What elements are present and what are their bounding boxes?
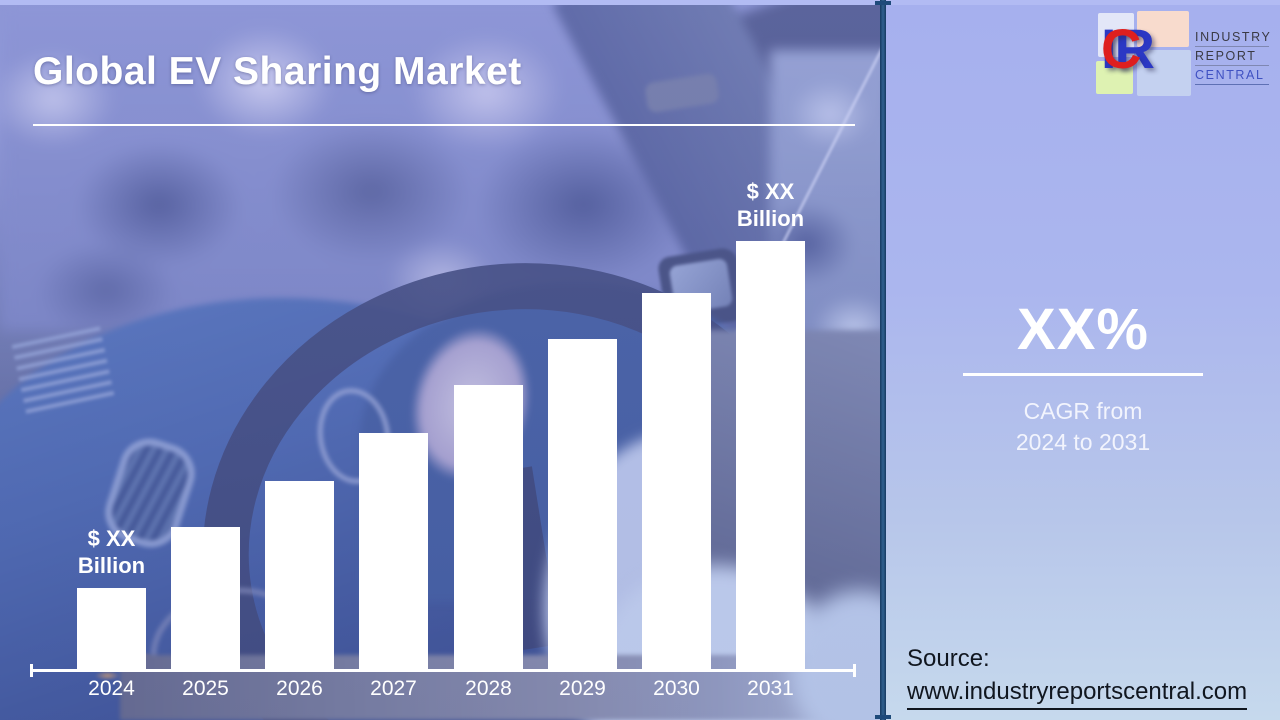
cagr-caption: CAGR from 2024 to 2031 (886, 396, 1280, 458)
logo-square-bottomleft (1096, 61, 1133, 94)
logo-square-topleft (1098, 13, 1134, 57)
cagr-caption-line1: CAGR from (1023, 398, 1143, 424)
title-underline (33, 124, 855, 126)
x-tick-label-2029: 2029 (559, 677, 606, 700)
vertical-divider-line (875, 0, 891, 720)
bar-2026 (265, 481, 334, 671)
bar-2024 (77, 588, 146, 671)
logo-square-topright (1137, 11, 1189, 47)
bar-2029 (548, 339, 617, 671)
bar-2025 (171, 527, 240, 671)
logo-word-report: REPORT (1195, 47, 1269, 66)
source-block: Source: www.industryreportscentral.com (907, 642, 1248, 710)
bar-2031 (736, 241, 805, 671)
logo-monogram-c: C (1101, 17, 1141, 80)
x-tick-label-2027: 2027 (370, 677, 417, 700)
top-border-strip (0, 0, 1280, 5)
logo-word-central: CENTRAL (1195, 66, 1269, 85)
cagr-value: XX% (1017, 297, 1149, 362)
value-label-2031: $ XX Billion (736, 179, 805, 231)
logo-wordmark: INDUSTRY REPORT CENTRAL (1195, 28, 1270, 85)
x-tick-label-2024: 2024 (88, 677, 135, 700)
bar-2028 (454, 385, 523, 671)
page-title: Global EV Sharing Market (33, 50, 522, 93)
cagr-caption-line2: 2024 to 2031 (1015, 429, 1151, 455)
right-panel: IR C INDUSTRY REPORT CENTRAL XX% CAGR fro… (886, 0, 1280, 720)
x-tick-label-2026: 2026 (276, 677, 323, 700)
x-tick-label-2025: 2025 (182, 677, 229, 700)
source-url-link[interactable]: www.industryreportscentral.com (907, 675, 1248, 710)
bar-2030 (642, 293, 711, 671)
logo-monogram-ir: IR (1101, 17, 1155, 80)
x-tick-label-2028: 2028 (465, 677, 512, 700)
x-tick-label-2030: 2030 (653, 677, 700, 700)
source-label: Source: (907, 645, 990, 672)
value-label-2024: $ XX Billion (77, 526, 146, 578)
logo-word-industry: INDUSTRY (1195, 28, 1270, 47)
logo-square-bottomright (1137, 50, 1191, 96)
irc-logo: IR C INDUSTRY REPORT CENTRAL (1096, 10, 1272, 102)
bar-chart: 2024 2025 2026 2027 2028 2029 2030 2031 $ XX Bil… (30, 179, 856, 700)
x-axis (30, 664, 856, 677)
cagr-underline (963, 373, 1203, 376)
x-tick-label-2031: 2031 (747, 677, 794, 700)
bar-2027 (359, 433, 428, 671)
